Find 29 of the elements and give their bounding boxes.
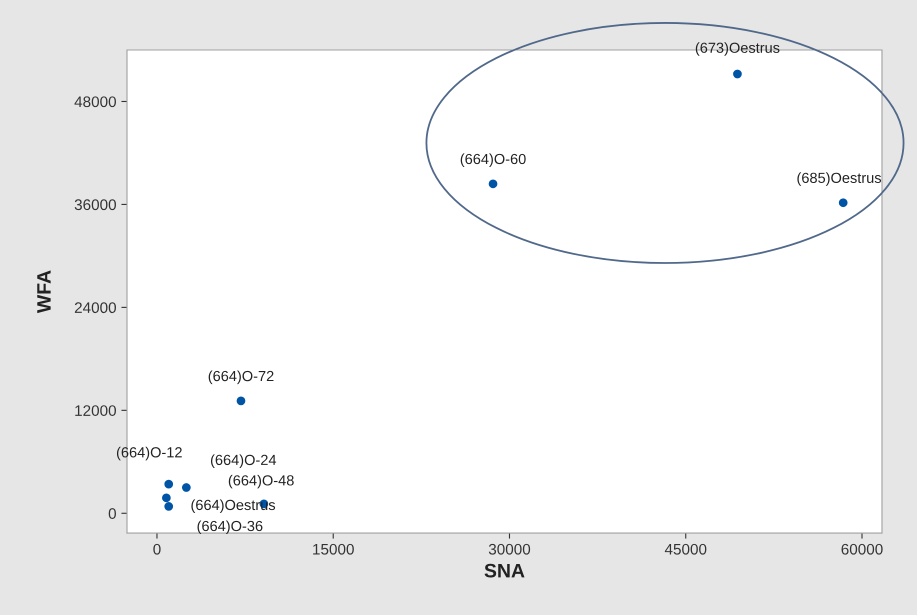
point [164,502,174,511]
y-tick-label: 36000 [74,199,116,210]
y-tick-label: 24000 [74,302,116,314]
x-tick-label: 15000 [313,544,354,555]
x-axis-title: SNA [484,564,524,578]
point [162,493,171,502]
annotation: (664)O-72 [208,370,274,384]
annotation: (664)O-60 [460,153,526,168]
annotation: (673)Oestrus [696,42,780,56]
annotation: (664)O-12 [116,446,182,460]
y-tick-label: 0 [108,508,116,519]
point [164,480,174,488]
x-tick-label: 60000 [842,544,883,555]
point [236,396,246,406]
x-tick-label: 45000 [664,544,706,555]
y-tick-label: 12000 [75,405,116,416]
annotation: (664)Oestrus [191,499,276,513]
y-axis-title: WFA [37,270,51,314]
x-tick-label: 0 [153,544,161,555]
y-tick-label: 48000 [74,96,116,108]
annotation: (664)O-24 [210,454,276,468]
point [488,179,498,188]
x-tick-label: 30000 [488,544,530,555]
annotation: (685)Oestrus [797,172,882,186]
point [733,70,742,78]
point [182,483,191,492]
annotation: (664)O-48 [228,474,294,488]
annotation: (664)O-36 [198,520,262,534]
point [838,198,848,208]
